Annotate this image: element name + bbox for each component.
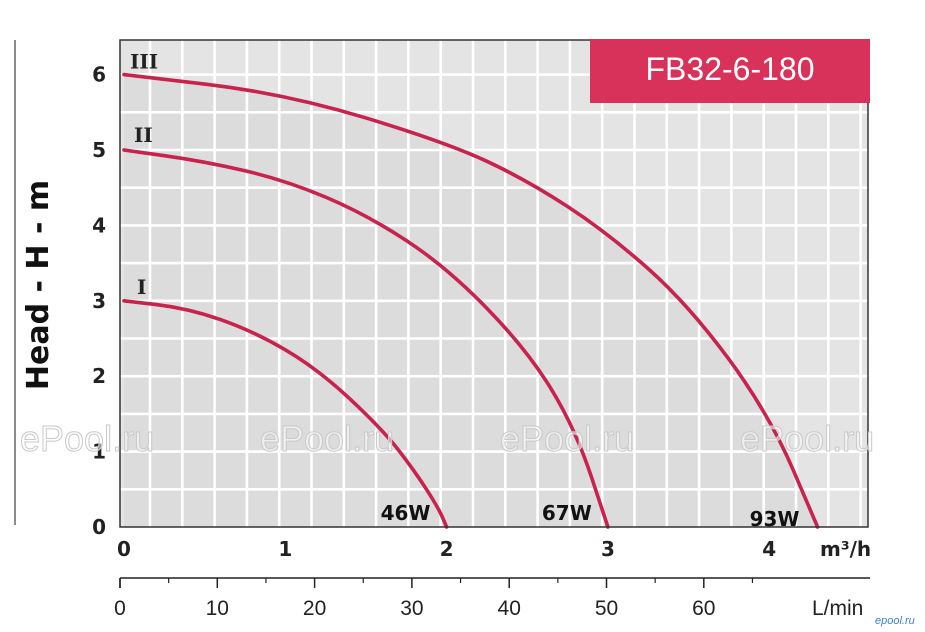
y-tick-label: 6 [92, 63, 106, 87]
curve-iii [122, 72, 820, 529]
y-tick-label: 4 [92, 213, 106, 237]
y-tick-label: 0 [92, 515, 106, 539]
secondary-x-tick-label: 50 [595, 597, 618, 620]
curve-name-i: I [137, 275, 146, 299]
curve-power-i: 46W [381, 501, 431, 525]
curve-power-ii: 67W [542, 501, 592, 525]
title-box [590, 39, 870, 103]
watermark-text: ePool.ru [20, 418, 154, 459]
grid-lines [120, 40, 868, 527]
curves [122, 72, 820, 529]
curve-i [122, 299, 449, 529]
x-tick-label: 1 [278, 537, 292, 561]
secondary-x-tick-label: 40 [498, 597, 521, 620]
curve-labels: I 46W II 67W III 93W [130, 50, 799, 531]
x-tick-label: 0 [117, 537, 131, 561]
curve-name-iii: III [130, 50, 158, 74]
x-tick-label: 3 [601, 537, 615, 561]
watermark-text: ePool.ru [500, 418, 634, 459]
secondary-x-tick-label: 0 [114, 597, 126, 620]
watermark-text: ePool.ru [260, 418, 394, 459]
secondary-x-tick-label: 60 [692, 597, 715, 620]
corner-logo: epool.ru [875, 615, 915, 627]
y-tick-label: 3 [92, 289, 106, 313]
curve-ii [122, 148, 610, 529]
plot-frame [119, 39, 869, 528]
y-tick-label: 2 [92, 364, 106, 388]
watermark-text: ePool.ru [740, 418, 874, 459]
x-tick-label: 2 [440, 537, 454, 561]
secondary-x-axis: 0 10 20 30 40 50 60 [114, 578, 754, 620]
x-tick-label: 4 [762, 537, 776, 561]
secondary-x-tick-label: 10 [206, 597, 229, 620]
chart-title: FB32-6-180 [646, 51, 815, 87]
y-axis-label: Head - H - m [21, 180, 56, 390]
x-axis-unit-label: m³/h [820, 537, 871, 561]
watermarks: ePool.ru ePool.ru ePool.ru ePool.ru [20, 418, 875, 460]
curve-name-ii: II [134, 123, 153, 147]
secondary-x-tick-label: 30 [400, 597, 423, 620]
tick-labels: 0 1 2 3 4 0 1 2 3 4 5 6 [92, 63, 776, 561]
axes [119, 39, 869, 528]
y-tick-label: 5 [92, 138, 106, 162]
secondary-x-axis-unit: L/min [812, 597, 863, 620]
curve-power-iii: 93W [750, 507, 800, 531]
y-tick-label: 1 [92, 440, 106, 464]
secondary-x-tick-label: 20 [303, 597, 326, 620]
